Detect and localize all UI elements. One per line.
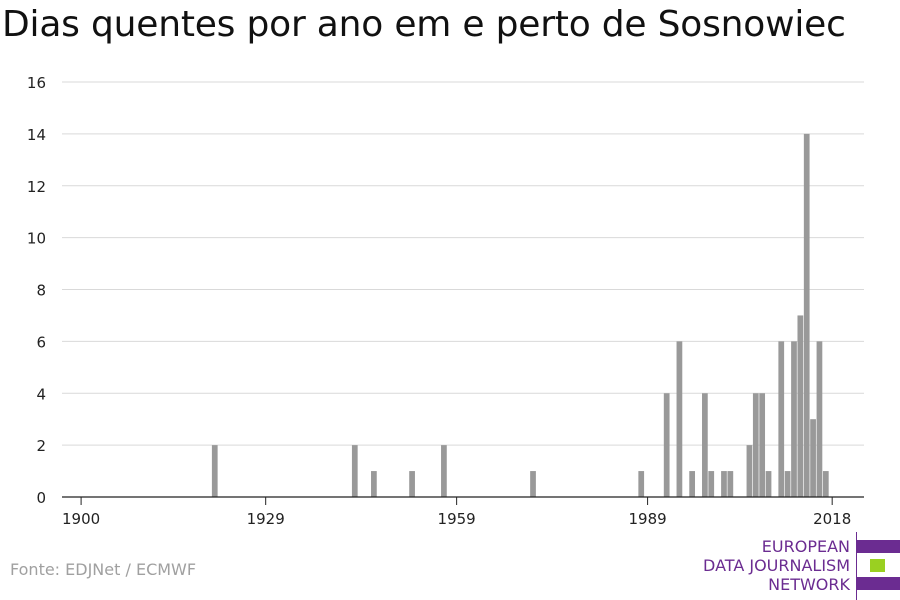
- bar: [803, 133, 810, 497]
- x-tick-label: 1929: [247, 510, 285, 528]
- bar: [441, 445, 447, 497]
- bar: [638, 471, 645, 497]
- bar: [816, 341, 823, 497]
- bar: [765, 471, 772, 497]
- x-tick-label: 2018: [813, 510, 851, 528]
- bar: [791, 341, 797, 497]
- y-tick-label: 12: [27, 178, 46, 196]
- logo-line-2: DATA JOURNALISM: [703, 556, 850, 575]
- bar: [702, 393, 708, 497]
- logo-bar-purple-bottom: [857, 577, 900, 590]
- bar: [530, 471, 536, 497]
- bar: [810, 419, 816, 497]
- y-tick-label: 8: [36, 282, 46, 300]
- logo-bar-green: [870, 559, 885, 572]
- logo-line-1: EUROPEAN: [761, 537, 850, 556]
- x-tick-label: 1900: [62, 510, 100, 528]
- bar: [663, 393, 670, 497]
- bar: [409, 471, 415, 497]
- bar: [371, 471, 377, 497]
- y-tick-label: 6: [36, 333, 46, 351]
- y-tick-label: 10: [27, 230, 46, 248]
- bar: [721, 471, 727, 497]
- bar: [727, 471, 734, 497]
- bar: [778, 341, 785, 497]
- bar: [211, 445, 218, 497]
- bar: [708, 471, 715, 497]
- bar: [797, 315, 804, 497]
- bar: [746, 445, 753, 497]
- y-tick-label: 14: [27, 126, 46, 144]
- y-tick-label: 0: [36, 489, 46, 507]
- y-tick-label: 4: [36, 385, 46, 403]
- bar: [676, 341, 683, 497]
- x-tick-label: 1959: [438, 510, 476, 528]
- bar: [759, 393, 766, 497]
- logo-line-3: NETWORK: [768, 575, 850, 594]
- bar: [784, 471, 791, 497]
- chart-title: Dias quentes por ano em e perto de Sosno…: [2, 4, 846, 45]
- logo-divider: [856, 532, 857, 600]
- logo-bar-purple-top: [857, 540, 900, 553]
- x-tick-label: 1989: [628, 510, 666, 528]
- bar: [752, 393, 759, 497]
- y-tick-label: 2: [36, 437, 46, 455]
- bar: [351, 445, 358, 497]
- bar: [822, 471, 829, 497]
- edjnet-logo: EUROPEAN DATA JOURNALISM NETWORK: [700, 532, 900, 600]
- source-note: Fonte: EDJNet / ECMWF: [10, 560, 197, 579]
- y-tick-label: 16: [27, 74, 46, 92]
- bar: [689, 471, 696, 497]
